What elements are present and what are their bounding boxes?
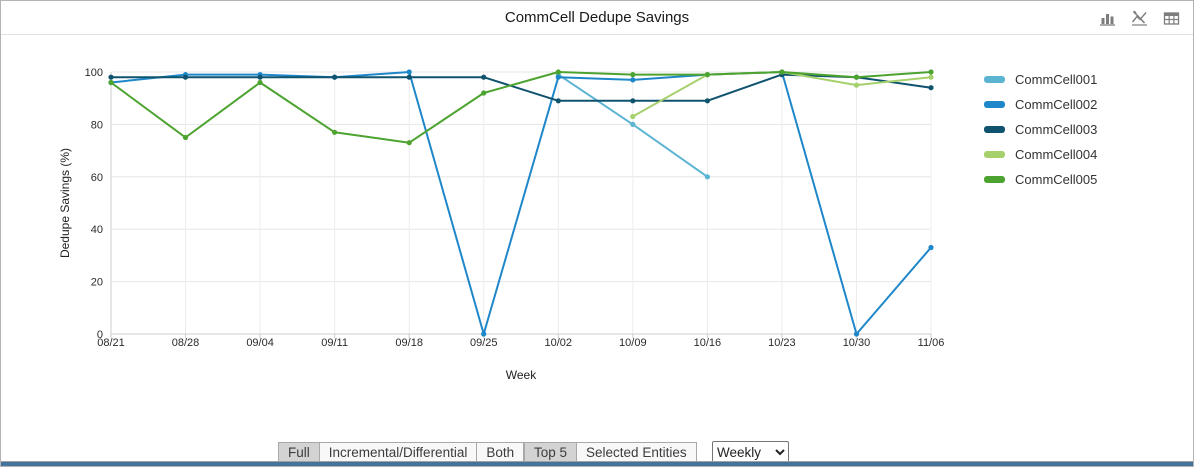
x-axis-tick-label: 08/21 [97,337,125,349]
series-point-CommCell005 [555,69,561,75]
series-point-CommCell003 [406,74,412,80]
x-axis-tick-label: 09/04 [246,337,274,349]
chart-legend: CommCell001 CommCell002 CommCell003 CommCel… [984,67,1097,192]
x-axis-tick-label: 09/11 [321,337,348,349]
chart-header: CommCell Dedupe Savings [1,1,1193,35]
legend-item-CommCell001[interactable]: CommCell001 [984,67,1097,92]
series-point-CommCell003 [704,98,711,104]
y-axis-tick-label: 40 [91,224,103,236]
series-point-CommCell002 [555,74,561,80]
line-chart-view-icon[interactable] [1131,10,1148,27]
legend-item-CommCell004[interactable]: CommCell004 [984,142,1097,167]
table-view-icon[interactable] [1163,10,1180,27]
x-axis-tick-label: 10/30 [843,337,871,349]
series-point-CommCell001 [630,121,636,127]
series-point-CommCell005 [257,79,263,86]
chart-toolbar [1099,10,1180,27]
series-point-CommCell001 [704,174,711,180]
legend-item-CommCell002[interactable]: CommCell002 [984,92,1097,117]
y-axis-title: Dedupe Savings (%) [58,148,72,258]
x-axis-tick-label: 09/18 [395,337,423,349]
dedupe-savings-line-chart[interactable]: 0 20 40 60 80 100 08/21 08/28 09/04 09/11 09/18 09/… [1,35,961,400]
series-point-CommCell005 [853,74,860,80]
series-point-CommCell003 [332,74,338,80]
x-axis-title: Week [506,368,537,382]
frequency-select[interactable]: Weekly [712,441,789,464]
series-point-CommCell003 [182,74,189,80]
series-point-CommCell005 [630,72,636,78]
selected-entities-button[interactable]: Selected Entities [576,442,697,464]
legend-label: CommCell004 [1015,147,1098,162]
series-point-CommCell005 [704,72,711,78]
series-point-CommCell002 [406,69,412,75]
bar-chart-view-icon[interactable] [1099,10,1116,27]
both-button[interactable]: Both [476,442,525,464]
series-point-CommCell002 [481,331,487,337]
series-line-CommCell003 [111,73,932,102]
legend-swatch [984,126,1005,133]
entity-toggle: Top 5 Selected Entities [524,442,697,464]
x-axis-tick-label: 10/23 [768,337,796,349]
series-point-CommCell003 [630,98,636,104]
y-axis-tick-label: 100 [85,67,103,79]
y-axis-tick-label: 0 [97,329,103,341]
series-point-CommCell004 [928,74,934,80]
series-point-CommCell003 [928,85,934,91]
series-point-CommCell005 [108,79,114,86]
series-point-CommCell004 [853,82,860,88]
legend-label: CommCell001 [1015,72,1098,87]
legend-label: CommCell002 [1015,97,1098,112]
legend-swatch [984,176,1005,183]
series-line-CommCell005 [110,71,932,144]
series-point-CommCell003 [257,74,263,80]
backup-type-toggle: Full Incremental/Differential Both [278,442,525,464]
y-axis-tick-label: 80 [91,119,103,131]
series-point-CommCell003 [108,74,114,80]
x-axis-tick-label: 08/28 [172,337,200,349]
top-5-button[interactable]: Top 5 [524,442,578,464]
x-axis-tick-label: 10/02 [545,337,573,349]
series-point-CommCell003 [481,74,487,80]
series-point-CommCell002 [853,331,860,337]
legend-label: CommCell005 [1015,172,1098,187]
series-point-CommCell005 [779,69,785,75]
legend-label: CommCell003 [1015,122,1098,137]
next-panel-edge [1,461,1193,466]
series-point-CommCell004 [630,113,636,120]
x-axis-tick-label: 10/09 [619,337,647,349]
series-point-CommCell005 [182,134,189,141]
x-axis-tick-label: 09/25 [470,337,498,349]
x-axis-tick-label: 11/06 [918,337,945,349]
legend-swatch [984,76,1005,83]
legend-item-CommCell003[interactable]: CommCell003 [984,117,1097,142]
series-line-CommCell002 [110,71,932,335]
legend-swatch [984,151,1005,158]
series-point-CommCell005 [406,140,412,146]
series-point-CommCell005 [481,90,487,96]
y-axis-tick-label: 20 [91,277,103,289]
legend-swatch [984,101,1005,108]
y-axis-tick-label: 60 [91,172,103,184]
x-axis-tick-label: 10/16 [694,337,722,349]
series-point-CommCell005 [332,129,338,135]
series-point-CommCell002 [928,244,934,251]
page-title: CommCell Dedupe Savings [504,9,690,26]
legend-item-CommCell005[interactable]: CommCell005 [984,167,1097,192]
series-point-CommCell003 [555,98,561,104]
series-point-CommCell005 [928,69,934,75]
series-point-CommCell002 [630,77,636,83]
